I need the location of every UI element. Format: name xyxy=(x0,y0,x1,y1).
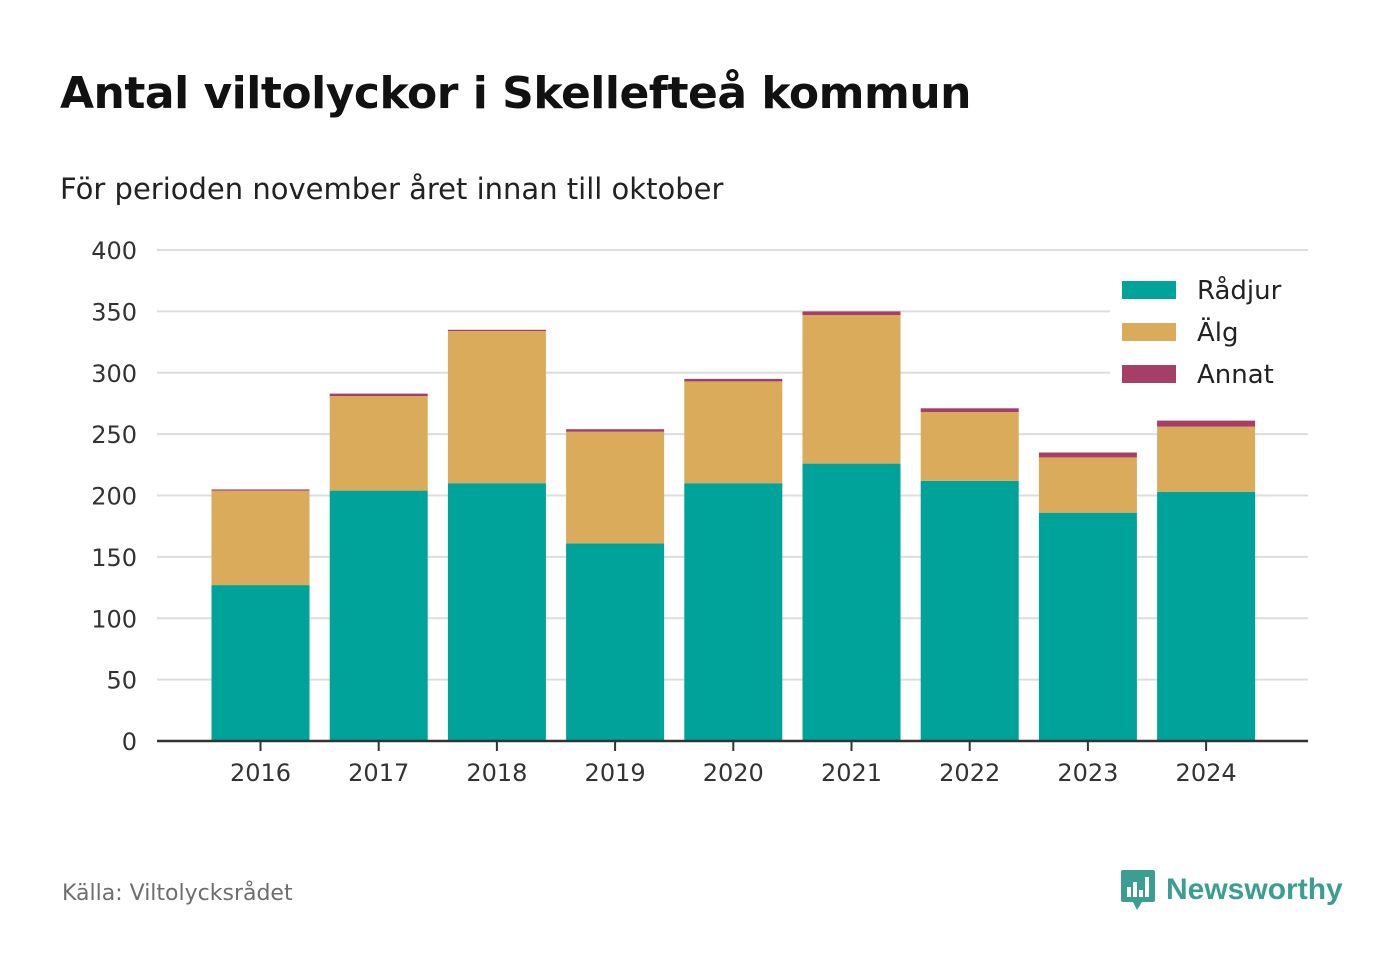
bar-älg-2021 xyxy=(802,315,901,464)
y-tick-label: 350 xyxy=(91,298,137,326)
legend-label-annat: Annat xyxy=(1197,360,1274,390)
y-tick-label: 300 xyxy=(91,360,137,388)
bar-chart-speech-icon xyxy=(1121,870,1155,910)
bar-annat-2022 xyxy=(920,408,1019,412)
legend-label-älg: Älg xyxy=(1197,316,1239,348)
bars xyxy=(211,311,1256,741)
bar-rådjur-2021 xyxy=(802,463,901,741)
y-tick-label: 0 xyxy=(122,728,137,756)
y-tick-label: 50 xyxy=(106,667,137,695)
bar-annat-2017 xyxy=(329,393,428,397)
bar-älg-2017 xyxy=(329,396,428,491)
bar-älg-2024 xyxy=(1157,426,1256,492)
bar-rådjur-2022 xyxy=(920,480,1019,741)
legend: Rådjur Älg Annat xyxy=(1110,268,1308,396)
x-tick-label: 2018 xyxy=(466,759,527,787)
bar-älg-2023 xyxy=(1038,457,1137,513)
y-tick-label: 200 xyxy=(91,483,137,511)
x-tick-label: 2021 xyxy=(821,759,882,787)
legend-swatch-rådjur xyxy=(1122,281,1176,299)
chart-title: Antal viltolyckor i Skellefteå kommun xyxy=(60,68,971,119)
x-tick-label: 2016 xyxy=(230,759,291,787)
x-tick-label: 2024 xyxy=(1176,759,1237,787)
source-note: Källa: Viltolycksrådet xyxy=(62,881,293,906)
bar-annat-2016 xyxy=(211,489,310,491)
legend-swatch-annat xyxy=(1122,365,1176,383)
x-tick-label: 2019 xyxy=(585,759,646,787)
bar-rådjur-2024 xyxy=(1157,491,1256,741)
bar-älg-2018 xyxy=(447,331,546,484)
y-tick-label: 150 xyxy=(91,544,137,572)
bar-annat-2018 xyxy=(447,329,546,331)
bar-annat-2019 xyxy=(566,429,665,432)
bar-älg-2016 xyxy=(211,490,310,586)
bar-älg-2020 xyxy=(684,381,783,484)
y-tick-label: 250 xyxy=(91,421,137,449)
bar-annat-2020 xyxy=(684,378,783,382)
bar-annat-2023 xyxy=(1038,452,1137,458)
legend-swatch-älg xyxy=(1122,323,1176,341)
bar-rådjur-2017 xyxy=(329,490,428,741)
x-tick-label: 2017 xyxy=(348,759,409,787)
brand-name: Newsworthy xyxy=(1166,873,1343,906)
bar-annat-2021 xyxy=(802,311,901,316)
bar-rådjur-2019 xyxy=(566,543,665,741)
bar-rådjur-2016 xyxy=(211,585,310,741)
x-tick-label: 2020 xyxy=(703,759,764,787)
y-tick-label: 400 xyxy=(91,237,137,265)
legend-label-rådjur: Rådjur xyxy=(1197,275,1282,306)
x-tick-label: 2022 xyxy=(939,759,1000,787)
x-tick-label: 2023 xyxy=(1057,759,1118,787)
bar-annat-2024 xyxy=(1157,420,1256,427)
brand-logo: Newsworthy xyxy=(1120,868,1343,912)
chart-subtitle: För perioden november året innan till ok… xyxy=(60,172,724,206)
bar-rådjur-2020 xyxy=(684,483,783,741)
axes: 0 50 100 150 200 250 300 350 400 2016 2017 2018 2019… xyxy=(91,237,1308,787)
bar-rådjur-2023 xyxy=(1038,512,1137,741)
bar-älg-2019 xyxy=(566,431,665,544)
y-tick-label: 100 xyxy=(91,605,137,633)
bar-rådjur-2018 xyxy=(447,483,546,741)
bar-älg-2022 xyxy=(920,412,1019,481)
